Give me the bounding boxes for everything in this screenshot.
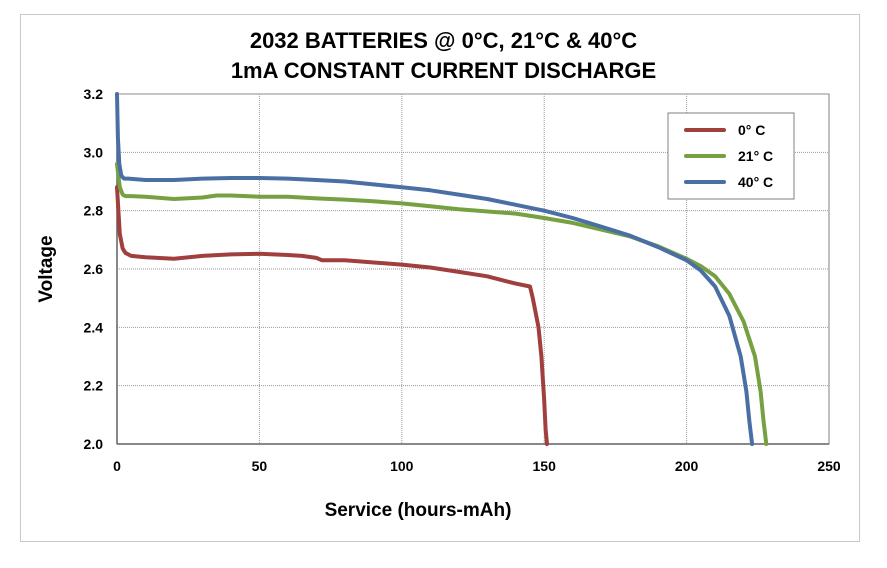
series-line-2 <box>115 92 755 446</box>
y-tick-label: 2.4 <box>84 319 104 335</box>
legend-label-2: 40° C <box>738 174 773 190</box>
x-tick-label: 150 <box>533 458 557 474</box>
chart-subtitle: 1mA CONSTANT CURRENT DISCHARGE <box>230 58 657 83</box>
x-tick-label: 100 <box>390 458 414 474</box>
series-line-1 <box>115 162 769 446</box>
x-tick-label: 50 <box>252 458 268 474</box>
y-tick-label: 2.8 <box>84 203 104 219</box>
x-tick-label: 0 <box>113 458 121 474</box>
y-tick-label: 2.6 <box>84 261 104 277</box>
series-line-0 <box>115 185 549 446</box>
x-tick-label: 200 <box>675 458 699 474</box>
legend-label-1: 21° C <box>738 148 773 164</box>
y-axis-label: Voltage <box>36 235 57 302</box>
legend-label-0: 0° C <box>738 122 765 138</box>
y-tick-label: 3.0 <box>84 144 104 160</box>
chart-title: 2032 BATTERIES @ 0°C, 21°C & 40°C <box>249 28 638 53</box>
x-axis-label: Service (hours-mAh) <box>325 500 512 521</box>
y-tick-label: 3.2 <box>84 86 104 102</box>
x-tick-label: 250 <box>817 458 841 474</box>
y-tick-label: 2.0 <box>84 436 104 452</box>
y-tick-label: 2.2 <box>84 378 104 394</box>
